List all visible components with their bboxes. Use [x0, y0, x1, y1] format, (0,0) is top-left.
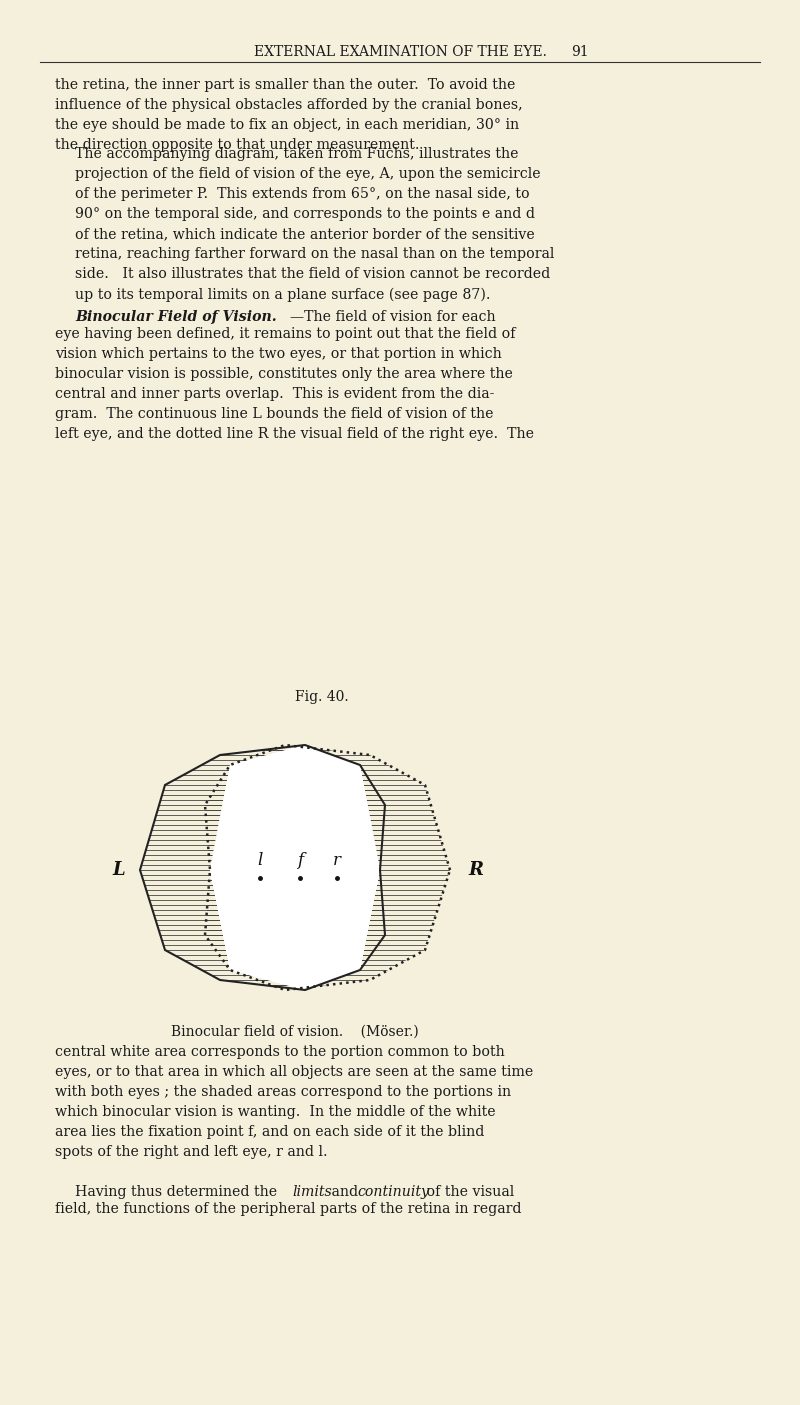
Text: continuity: continuity: [357, 1184, 429, 1198]
Text: EXTERNAL EXAMINATION OF THE EYE.: EXTERNAL EXAMINATION OF THE EYE.: [254, 45, 546, 59]
Text: —The field of vision for each: —The field of vision for each: [290, 311, 496, 325]
Text: of the visual: of the visual: [422, 1184, 514, 1198]
Text: f: f: [297, 851, 303, 868]
Polygon shape: [210, 745, 380, 991]
Text: Binocular field of vision.    (Möser.): Binocular field of vision. (Möser.): [171, 1026, 419, 1040]
Text: r: r: [333, 851, 341, 868]
Text: Having thus determined the: Having thus determined the: [75, 1184, 282, 1198]
Text: central white area corresponds to the portion common to both
eyes, or to that ar: central white area corresponds to the po…: [55, 1045, 534, 1159]
Text: eye having been defined, it remains to point out that the field of
vision which : eye having been defined, it remains to p…: [55, 327, 534, 441]
Text: Fig. 40.: Fig. 40.: [295, 690, 349, 704]
Text: R: R: [468, 861, 483, 880]
Text: l: l: [258, 851, 262, 868]
Text: limits: limits: [292, 1184, 332, 1198]
Text: The accompanying diagram, taken from Fuchs, illustrates the
projection of the fi: The accompanying diagram, taken from Fuc…: [75, 148, 554, 302]
Text: and: and: [327, 1184, 362, 1198]
Text: 91: 91: [571, 45, 589, 59]
Text: Binocular Field of Vision.: Binocular Field of Vision.: [75, 311, 277, 325]
Text: L: L: [112, 861, 125, 880]
Text: the retina, the inner part is smaller than the outer.  To avoid the
influence of: the retina, the inner part is smaller th…: [55, 79, 522, 152]
Text: field, the functions of the peripheral parts of the retina in regard: field, the functions of the peripheral p…: [55, 1203, 522, 1215]
Polygon shape: [210, 745, 380, 991]
